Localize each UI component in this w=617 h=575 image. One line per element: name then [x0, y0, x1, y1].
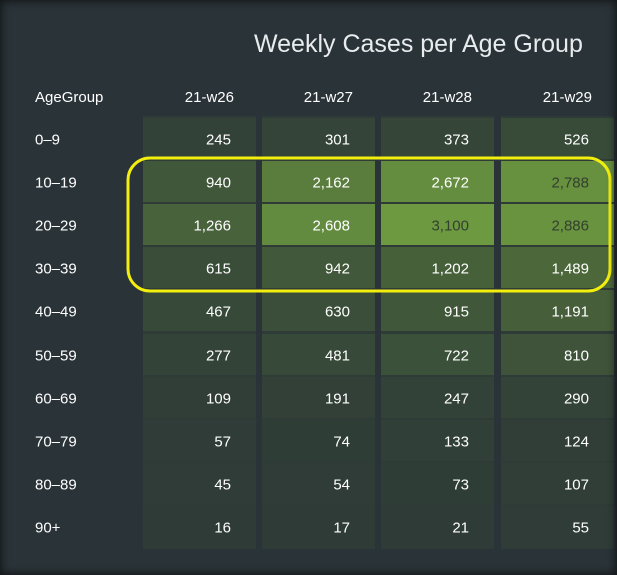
cell-value: 481: [325, 348, 350, 365]
heatmap-cell: [262, 290, 375, 331]
cell-value: 2,886: [551, 218, 589, 235]
cell-value: 73: [452, 477, 469, 494]
row-label-20–29: 20–29: [35, 218, 77, 235]
cell-value: 526: [564, 132, 589, 149]
row-label-90+: 90+: [35, 520, 61, 537]
heatmap-cell: [381, 247, 494, 288]
row-label-0–9: 0–9: [35, 132, 60, 149]
heatmap-cell: [381, 204, 494, 245]
cell-value: 74: [333, 434, 350, 451]
cell-value: 722: [444, 348, 469, 365]
heatmap-cell: [262, 420, 375, 461]
cell-value: 133: [444, 434, 469, 451]
cell-value: 290: [564, 391, 589, 408]
cell-value: 55: [572, 520, 589, 537]
cell-value: 373: [444, 132, 469, 149]
heatmap-cell: [143, 420, 256, 461]
heatmap-cell: [501, 247, 614, 288]
heatmap-cell: [262, 118, 375, 159]
cell-value: 942: [325, 261, 350, 278]
column-header-21-w26: 21-w26: [185, 89, 234, 106]
cell-value: 2,608: [312, 218, 350, 235]
cell-value: 1,489: [551, 261, 589, 278]
cell-value: 467: [206, 304, 231, 321]
heatmap-cell: [501, 290, 614, 331]
row-label-50–59: 50–59: [35, 348, 77, 365]
heatmap-cell: [381, 290, 494, 331]
heatmap-cell: [381, 161, 494, 202]
highlight-outline: [126, 156, 612, 293]
cell-value: 16: [214, 520, 231, 537]
row-label-10–19: 10–19: [35, 175, 77, 192]
heatmap-cell: [143, 247, 256, 288]
cell-value: 107: [564, 477, 589, 494]
heatmap-cell: [143, 290, 256, 331]
column-header-21-w27: 21-w27: [304, 89, 353, 106]
column-header-21-w29: 21-w29: [543, 89, 592, 106]
heatmap-cell: [501, 377, 614, 418]
heatmap-cell: [143, 161, 256, 202]
cell-value: 940: [206, 175, 231, 192]
cell-value: 245: [206, 132, 231, 149]
heatmap-cell: [262, 463, 375, 504]
heatmap-cell: [381, 463, 494, 504]
cell-value: 1,266: [193, 218, 231, 235]
cell-value: 301: [325, 132, 350, 149]
heatmap-cell: [501, 204, 614, 245]
heatmap-cell: [143, 463, 256, 504]
heatmap-cell: [381, 334, 494, 375]
cell-value: 247: [444, 391, 469, 408]
cell-value: 109: [206, 391, 231, 408]
row-header-label: AgeGroup: [35, 89, 103, 106]
cell-value: 2,672: [431, 175, 469, 192]
heatmap-cell: [501, 334, 614, 375]
heatmap-cell: [381, 420, 494, 461]
heatmap-cell: [262, 506, 375, 547]
heatmap-cell: [381, 118, 494, 159]
heatmap-cell: [143, 118, 256, 159]
heatmap-cell: [143, 334, 256, 375]
row-label-80–89: 80–89: [35, 477, 77, 494]
heatmap-cell: [262, 204, 375, 245]
cell-value: 54: [333, 477, 350, 494]
heatmap-cell: [501, 506, 614, 547]
cell-value: 21: [452, 520, 469, 537]
row-label-30–39: 30–39: [35, 261, 77, 278]
heatmap-cell: [143, 204, 256, 245]
cell-value: 277: [206, 348, 231, 365]
heatmap-cell: [262, 334, 375, 375]
cell-value: 630: [325, 304, 350, 321]
cell-value: 191: [325, 391, 350, 408]
cell-value: 810: [564, 348, 589, 365]
heatmap-cell: [381, 377, 494, 418]
cell-value: 45: [214, 477, 231, 494]
heatmap-cell: [143, 377, 256, 418]
heatmap-cell: [381, 506, 494, 547]
heatmap-cell: [501, 420, 614, 461]
cell-value: 17: [333, 520, 350, 537]
row-label-70–79: 70–79: [35, 434, 77, 451]
column-header-21-w28: 21-w28: [423, 89, 472, 106]
cell-value: 1,202: [431, 261, 469, 278]
row-label-60–69: 60–69: [35, 391, 77, 408]
heatmap-cell: [262, 247, 375, 288]
row-label-40–49: 40–49: [35, 304, 77, 321]
chart-title: Weekly Cases per Age Group: [254, 30, 583, 58]
heatmap-cell: [143, 506, 256, 547]
heatmap-cell: [501, 161, 614, 202]
heatmap-cell: [501, 118, 614, 159]
heatmap-cell: [262, 377, 375, 418]
cell-value: 615: [206, 261, 231, 278]
cell-value: 3,100: [431, 218, 469, 235]
heatmap-cell: [501, 463, 614, 504]
cell-value: 1,191: [551, 304, 589, 321]
cell-value: 915: [444, 304, 469, 321]
heatmap-cell: [262, 161, 375, 202]
cell-value: 57: [214, 434, 231, 451]
cell-value: 2,162: [312, 175, 350, 192]
cell-value: 124: [564, 434, 589, 451]
cell-value: 2,788: [551, 175, 589, 192]
